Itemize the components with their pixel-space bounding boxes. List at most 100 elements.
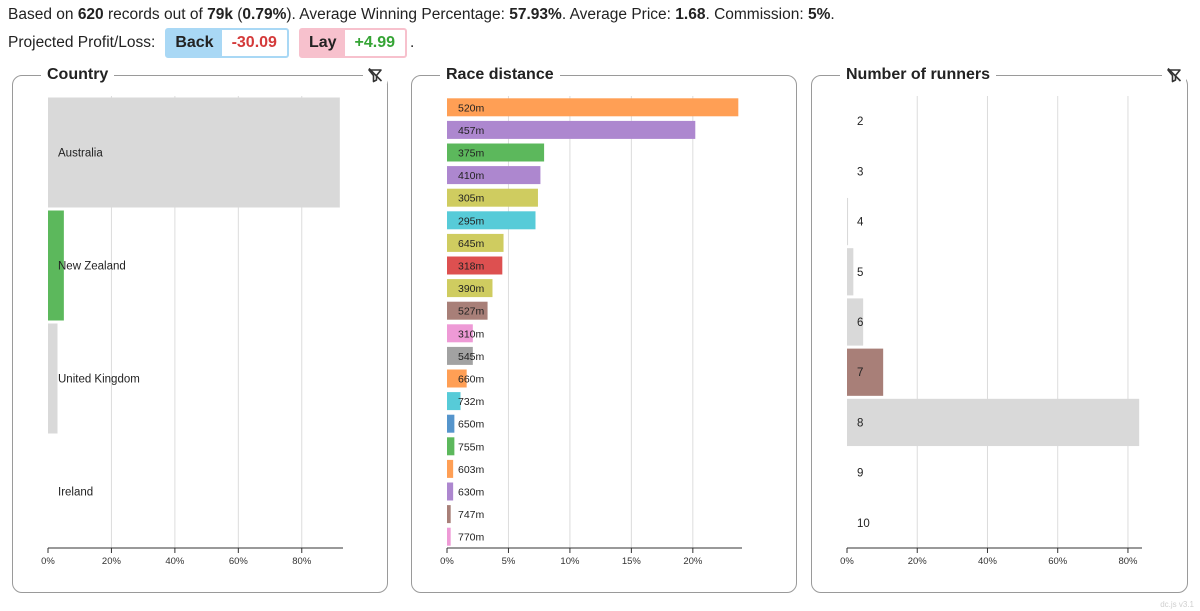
x-tick-label: 80%: [1118, 556, 1138, 567]
bar-375m[interactable]: [447, 143, 545, 162]
country-chart: Australia New Zealand United Kingdom Irelan…: [41, 96, 343, 567]
records-percent: 0.79%: [242, 6, 287, 23]
bar-label: 3: [857, 166, 863, 178]
filter-off-icon[interactable]: [1162, 66, 1186, 84]
bar-527m[interactable]: [447, 301, 488, 320]
number-of-runners-panel: Number of runners 2 3 4 5 6 7 8 9 10 0% 20% 40% 60% 8…: [811, 64, 1188, 593]
x-tick-label: 0%: [41, 556, 55, 567]
bar-8[interactable]: [847, 398, 1140, 447]
bar-australia[interactable]: [48, 97, 340, 208]
bar-label: 310m: [458, 328, 485, 340]
bar-label: 2: [857, 116, 863, 128]
bar-310m[interactable]: [447, 324, 473, 343]
x-tick-label: 40%: [978, 556, 998, 567]
bar-305m[interactable]: [447, 188, 538, 207]
bar-410m[interactable]: [447, 166, 541, 185]
bar-label: 645m: [458, 238, 485, 250]
bar-new-zealand[interactable]: [48, 210, 64, 321]
x-tick-label: 0%: [840, 556, 854, 567]
bar-united-kingdom[interactable]: [48, 323, 58, 434]
bar-457m[interactable]: [447, 120, 696, 139]
bar-label: 9: [857, 468, 863, 480]
bar-660m[interactable]: [447, 369, 467, 388]
commission: 5%: [807, 6, 831, 23]
x-tick-label: 10%: [560, 556, 580, 567]
lay-label: Lay: [308, 34, 337, 51]
lay-value: +4.99: [344, 30, 406, 56]
avg-win-percentage: 57.93%: [509, 6, 562, 23]
bar-label: 8: [857, 417, 863, 429]
bar-5[interactable]: [847, 248, 854, 296]
bar-295m[interactable]: [447, 211, 536, 230]
bar-770m[interactable]: [447, 527, 451, 546]
bar-label: 375m: [458, 148, 485, 160]
summary-line: Based on 620 records out of 79k (0.79%).…: [8, 6, 835, 23]
x-tick-label: 20%: [908, 556, 928, 567]
race-distance-chart: 520m 457m 375m 410m 305m 295m 645m 318m 390m 527m…: [440, 96, 742, 567]
race-distance-title: Race distance: [440, 64, 560, 86]
bar-630m[interactable]: [447, 482, 454, 501]
bar-label: 295m: [458, 215, 485, 227]
profit-loss-row: Projected Profit/Loss: Back -30.09 Lay +…: [8, 28, 414, 58]
bar-label: United Kingdom: [58, 374, 140, 386]
bar-650m[interactable]: [447, 414, 455, 433]
filter-off-icon[interactable]: [363, 66, 387, 84]
country-panel: Country Australia New Zealand United Kingd…: [12, 64, 388, 593]
bar-732m[interactable]: [447, 392, 461, 411]
bar-label: 520m: [458, 102, 485, 114]
number-of-runners-chart: 2 3 4 5 6 7 8 9 10 0% 20% 40% 60% 80%: [840, 96, 1142, 567]
bar-318m[interactable]: [447, 256, 503, 275]
lay-box: Lay +4.99: [298, 28, 408, 58]
race-distance-panel: Race distance 520m 457m 375m 410m 305m 295m 64…: [411, 64, 797, 593]
bar-label: 527m: [458, 306, 485, 318]
records-total: 79k: [207, 6, 233, 23]
bar-645m[interactable]: [447, 233, 504, 252]
bar-label: 390m: [458, 283, 485, 295]
bar-label: 410m: [458, 170, 485, 182]
back-label: Back: [175, 34, 214, 51]
bar-label: 755m: [458, 441, 485, 453]
bar-label: 10: [857, 518, 870, 530]
bar-755m[interactable]: [447, 437, 455, 456]
bar-520m[interactable]: [447, 98, 739, 117]
x-tick-label: 40%: [165, 556, 185, 567]
bar-label: 660m: [458, 374, 485, 386]
bar-747m[interactable]: [447, 505, 451, 524]
bar-label: 630m: [458, 487, 485, 499]
bar-4[interactable]: [847, 197, 849, 246]
bar-390m[interactable]: [447, 279, 493, 298]
x-tick-label: 0%: [440, 556, 454, 567]
bar-label: 318m: [458, 261, 485, 273]
bar-label: Ireland: [58, 487, 93, 499]
bar-label: 603m: [458, 464, 485, 476]
x-tick-label: 15%: [622, 556, 642, 567]
x-tick-label: 5%: [502, 556, 516, 567]
x-tick-label: 60%: [1048, 556, 1068, 567]
bar-label: 4: [857, 217, 864, 229]
watermark: dc.js v3.1: [1160, 600, 1194, 609]
avg-price: 1.68: [675, 6, 706, 23]
number-of-runners-title: Number of runners: [840, 64, 997, 86]
back-box: Back -30.09: [165, 28, 289, 58]
bar-label: 457m: [458, 125, 485, 137]
bar-7[interactable]: [847, 348, 884, 396]
bar-label: Australia: [58, 148, 103, 160]
bar-6[interactable]: [847, 298, 864, 346]
bar-label: 305m: [458, 193, 485, 205]
x-tick-label: 80%: [292, 556, 312, 567]
country-title: Country: [41, 64, 115, 86]
back-value: -30.09: [221, 30, 287, 56]
x-tick-label: 20%: [683, 556, 703, 567]
bar-603m[interactable]: [447, 459, 454, 478]
x-tick-label: 20%: [102, 556, 122, 567]
x-tick-label: 60%: [229, 556, 249, 567]
bar-545m[interactable]: [447, 346, 473, 365]
bar-label: 747m: [458, 509, 485, 521]
bar-label: 5: [857, 267, 863, 279]
bar-label: 770m: [458, 532, 485, 544]
bar-label: 7: [857, 367, 863, 379]
bar-label: 6: [857, 317, 863, 329]
profit-loss-end: .: [410, 34, 415, 51]
bar-label: New Zealand: [58, 261, 126, 273]
bar-label: 732m: [458, 396, 485, 408]
